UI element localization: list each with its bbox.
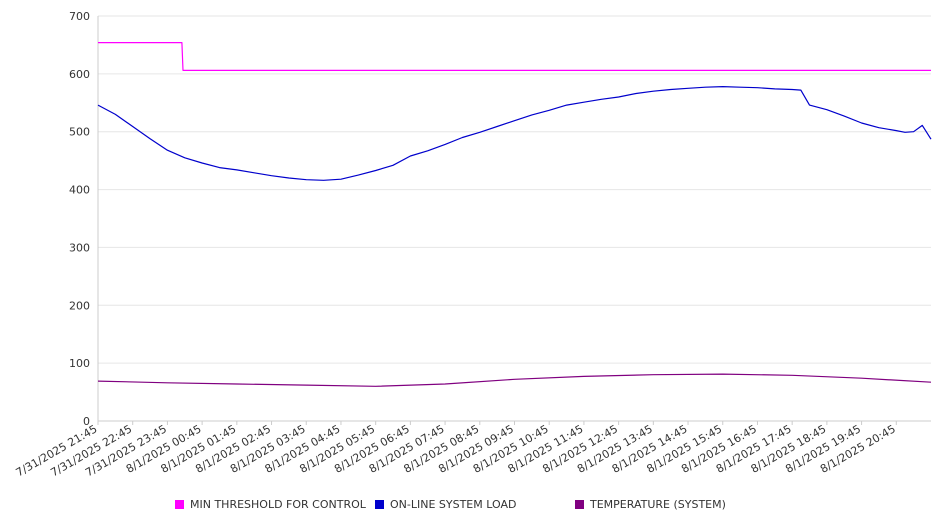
x-axis-ticks: 7/31/2025 21:457/31/2025 22:457/31/2025 … [14,421,898,479]
legend-swatch-temperature [575,500,584,509]
legend-label-system-load: ON-LINE SYSTEM LOAD [390,498,517,511]
legend-swatch-min-threshold [175,500,184,509]
legend-label-temperature: TEMPERATURE (SYSTEM) [590,498,726,511]
y-tick-label: 500 [69,126,90,139]
y-tick-label: 700 [69,10,90,23]
y-tick-label: 100 [69,357,90,370]
gridlines [98,15,931,422]
y-tick-label: 0 [83,415,90,428]
series-line-min-threshold [98,41,931,72]
series-line-system-load [97,85,932,181]
axes [97,16,931,422]
y-axis-ticks: 0 100 200 300 400 500 600 700 [69,10,90,428]
y-tick-label: 300 [69,241,90,254]
series-line-temperature [97,373,932,387]
legend-item-system-load[interactable]: ON-LINE SYSTEM LOAD [375,498,516,511]
legend: MIN THRESHOLD FOR CONTROL ON-LINE SYSTEM… [0,498,946,514]
legend-swatch-system-load [375,500,384,509]
y-tick-label: 200 [69,299,90,312]
legend-item-min-threshold[interactable]: MIN THRESHOLD FOR CONTROL [175,498,366,511]
series-lines [97,41,932,387]
legend-label-min-threshold: MIN THRESHOLD FOR CONTROL [190,498,366,511]
legend-item-temperature[interactable]: TEMPERATURE (SYSTEM) [575,498,726,511]
y-tick-label: 400 [69,184,90,197]
y-tick-label: 600 [69,68,90,81]
